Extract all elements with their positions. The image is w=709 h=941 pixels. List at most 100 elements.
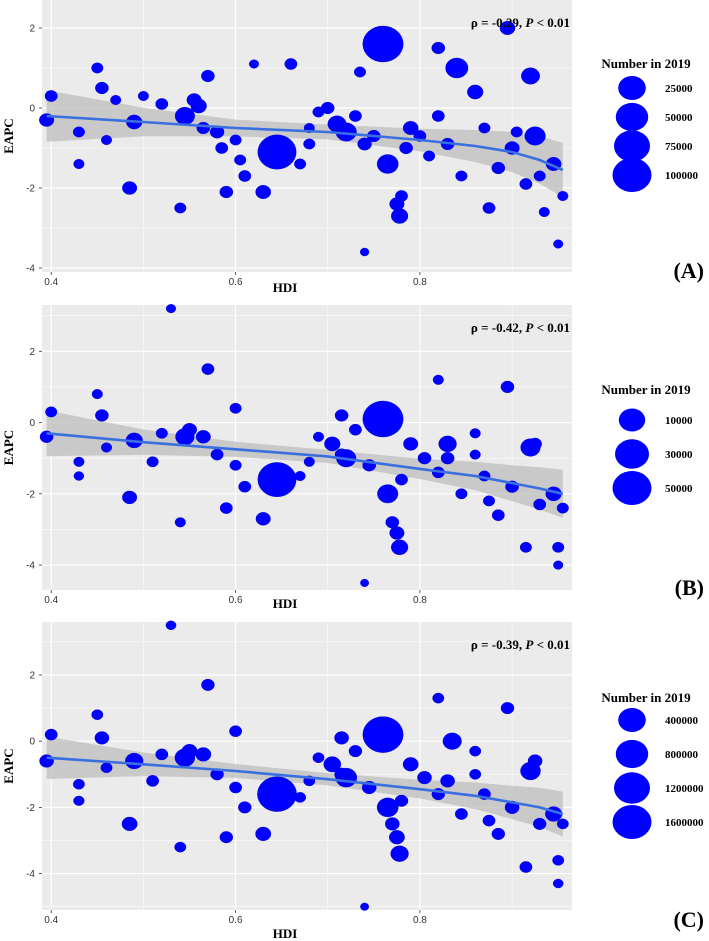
data-point: [146, 456, 159, 468]
data-point: [354, 66, 367, 78]
legend-label: 50000: [665, 483, 693, 495]
data-point: [100, 762, 113, 774]
x-tick-label: 0.8: [413, 915, 427, 926]
data-point: [294, 471, 306, 482]
legend-bubble: [614, 130, 650, 162]
legend-label: 800000: [665, 749, 699, 761]
data-point: [312, 106, 325, 118]
data-point: [385, 516, 400, 529]
data-point: [552, 878, 564, 889]
data-point: [553, 560, 564, 570]
legend-bubble: [612, 471, 652, 505]
data-point: [376, 154, 399, 174]
x-axis-title: HDI: [273, 926, 298, 941]
trend-line: [46, 432, 564, 496]
data-point: [440, 774, 455, 788]
legend-bubble: [618, 708, 646, 732]
data-point: [552, 855, 565, 866]
data-point: [44, 728, 58, 741]
legend-bubble: [612, 805, 652, 839]
data-point: [195, 430, 211, 444]
data-point: [455, 488, 468, 500]
data-point: [125, 752, 144, 770]
data-point: [556, 502, 569, 514]
data-point: [519, 178, 533, 190]
y-tick-label: -2: [26, 803, 35, 814]
data-point: [155, 98, 169, 110]
y-tick-label: 0: [29, 104, 35, 115]
legend-label: 100000: [665, 170, 699, 182]
y-tick-label: -4: [26, 264, 35, 275]
y-tick-label: 2: [29, 24, 35, 35]
data-point: [454, 808, 468, 820]
legend-label: 75000: [665, 141, 693, 153]
data-point: [294, 792, 306, 803]
trend-line: [46, 756, 564, 816]
data-point: [255, 826, 272, 842]
data-point: [469, 745, 482, 757]
data-point: [45, 406, 58, 418]
data-point: [360, 578, 369, 587]
data-point: [438, 435, 457, 453]
data-point: [73, 456, 85, 467]
y-axis-title: EAPC: [1, 748, 16, 783]
data-point: [238, 801, 252, 814]
data-point: [384, 817, 400, 831]
data-point: [376, 797, 399, 818]
data-point: [39, 754, 54, 768]
data-point: [553, 239, 564, 249]
legend-bubble: [615, 739, 649, 769]
legend-label: 10000: [665, 415, 693, 427]
data-point: [521, 67, 540, 85]
data-point: [377, 484, 399, 504]
data-point: [334, 767, 349, 781]
legend-bubble: [615, 439, 649, 469]
x-tick-label: 0.4: [44, 595, 58, 606]
data-point: [284, 58, 298, 70]
data-point: [196, 121, 211, 135]
data-point: [524, 126, 546, 146]
data-point: [334, 409, 349, 422]
data-point: [238, 480, 252, 493]
data-point: [442, 732, 462, 750]
data-point: [73, 778, 85, 790]
data-point: [360, 247, 370, 257]
data-point: [469, 449, 481, 460]
panel-label: (A): [673, 258, 704, 283]
data-point: [219, 185, 234, 199]
data-point: [165, 304, 176, 314]
data-point: [155, 427, 168, 439]
data-point: [499, 21, 516, 36]
data-point: [519, 541, 532, 553]
data-point: [467, 84, 484, 100]
data-point: [201, 363, 215, 375]
data-point: [538, 206, 550, 217]
data-point: [219, 831, 234, 844]
data-point: [482, 814, 496, 827]
y-tick-label: 0: [29, 737, 35, 748]
data-point: [73, 158, 85, 169]
data-point: [552, 541, 565, 553]
data-point: [469, 769, 482, 780]
data-point: [469, 428, 481, 439]
correlation-annotation: ρ = -0.39, P < 0.01: [471, 637, 570, 652]
legend-bubble: [615, 102, 649, 132]
legend-title: Number in 2019: [601, 690, 691, 705]
data-point: [73, 471, 85, 481]
correlation-annotation: ρ = -0.42, P < 0.01: [471, 320, 570, 335]
y-tick-label: -2: [26, 489, 35, 500]
x-tick-label: 0.6: [229, 277, 243, 288]
data-point: [94, 731, 110, 745]
legend-label: 1200000: [665, 783, 704, 795]
data-point: [137, 90, 149, 101]
data-point: [491, 827, 505, 840]
y-tick-label: 2: [29, 670, 35, 681]
data-point: [510, 126, 523, 138]
panel-c: 0.4 0.6 0.8 2 0 -2 -4 HDI EAPC ρ = -0.39, P < 0.0…: [1, 620, 704, 941]
data-point: [478, 122, 491, 134]
data-point: [44, 90, 58, 102]
data-point: [215, 142, 229, 154]
data-point: [201, 678, 215, 691]
y-axis-title: EAPC: [1, 118, 16, 153]
data-point: [255, 512, 271, 526]
